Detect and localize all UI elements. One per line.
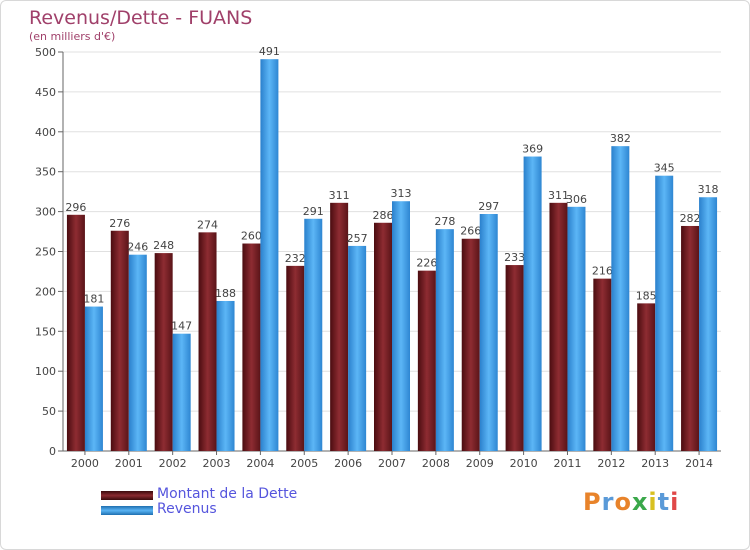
chart-title: Revenus/Dette - FUANS xyxy=(29,7,253,29)
data-label-revenue: 246 xyxy=(127,241,148,254)
x-tick-label: 2000 xyxy=(71,457,99,470)
data-label-debt: 260 xyxy=(241,230,262,243)
y-tick-label: 350 xyxy=(35,166,56,179)
bar-debt xyxy=(374,222,392,451)
bar-revenue xyxy=(435,229,454,451)
data-label-revenue: 291 xyxy=(303,205,324,218)
bar-revenue xyxy=(348,245,367,451)
y-tick-label: 500 xyxy=(35,46,56,59)
bar-revenue xyxy=(479,213,498,451)
legend-swatch-revenue xyxy=(101,506,153,515)
data-label-revenue: 491 xyxy=(259,45,280,58)
legend-label-revenue: Revenus xyxy=(157,501,217,517)
data-label-debt: 274 xyxy=(197,218,218,231)
bar-debt xyxy=(66,214,85,451)
data-label-revenue: 147 xyxy=(171,320,192,333)
x-tick-label: 2011 xyxy=(553,457,581,470)
data-label-debt: 185 xyxy=(636,289,657,302)
bar-revenue xyxy=(699,197,718,451)
y-tick-label: 250 xyxy=(35,246,56,259)
chart-subtitle: (en milliers d'€) xyxy=(29,30,116,43)
bar-revenue xyxy=(260,59,279,451)
data-label-debt: 232 xyxy=(285,252,306,265)
bar-debt xyxy=(242,243,261,451)
legend-label-debt: Montant de la Dette xyxy=(157,486,298,502)
bar-debt xyxy=(505,265,524,451)
data-label-debt: 276 xyxy=(109,217,130,230)
bar-revenue xyxy=(523,156,542,451)
bar-debt xyxy=(330,202,349,451)
legend-swatch-debt xyxy=(101,491,153,500)
bar-revenue xyxy=(128,254,147,451)
bar-debt xyxy=(417,270,436,451)
y-tick-label: 300 xyxy=(35,206,56,219)
bar-revenue xyxy=(567,206,586,451)
bar-revenue xyxy=(304,218,323,451)
bar-debt xyxy=(549,202,568,451)
data-label-revenue: 345 xyxy=(654,162,675,175)
proxiti-logo: Proxiti xyxy=(583,488,680,516)
data-label-debt: 311 xyxy=(548,189,569,202)
y-tick-label: 0 xyxy=(49,445,56,458)
bar-revenue xyxy=(392,201,410,451)
data-label-revenue: 188 xyxy=(215,287,236,300)
bar-debt xyxy=(110,230,129,451)
data-label-revenue: 313 xyxy=(391,187,412,200)
y-tick-label: 450 xyxy=(35,86,56,99)
bar-debt xyxy=(198,232,217,451)
data-label-debt: 282 xyxy=(680,212,701,225)
data-label-debt: 286 xyxy=(373,209,394,222)
data-label-revenue: 306 xyxy=(566,193,587,206)
x-tick-label: 2006 xyxy=(334,457,362,470)
data-label-debt: 216 xyxy=(592,265,613,278)
bar-revenue xyxy=(611,146,630,451)
data-label-debt: 226 xyxy=(416,257,437,270)
data-label-revenue: 257 xyxy=(347,232,368,245)
y-tick-label: 50 xyxy=(42,405,56,418)
data-label-debt: 233 xyxy=(504,251,525,264)
bar-revenue xyxy=(84,306,103,451)
y-tick-label: 200 xyxy=(35,285,56,298)
bar-debt xyxy=(461,238,480,451)
bar-debt xyxy=(637,303,656,451)
x-tick-label: 2002 xyxy=(159,457,187,470)
data-label-revenue: 382 xyxy=(610,132,631,145)
x-tick-label: 2013 xyxy=(641,457,669,470)
x-tick-label: 2004 xyxy=(246,457,274,470)
bar-revenue xyxy=(172,333,191,451)
data-label-debt: 296 xyxy=(65,201,86,214)
x-tick-label: 2003 xyxy=(203,457,231,470)
x-tick-label: 2001 xyxy=(115,457,143,470)
x-tick-label: 2007 xyxy=(378,457,406,470)
bar-revenue xyxy=(655,175,674,451)
x-tick-label: 2008 xyxy=(422,457,450,470)
data-label-revenue: 318 xyxy=(698,183,719,196)
x-tick-label: 2012 xyxy=(597,457,625,470)
data-label-debt: 311 xyxy=(329,189,350,202)
y-tick-label: 400 xyxy=(35,126,56,139)
bar-debt xyxy=(154,253,173,451)
bar-revenue xyxy=(216,300,235,451)
bar-debt xyxy=(593,278,612,451)
x-tick-label: 2014 xyxy=(685,457,713,470)
x-tick-label: 2010 xyxy=(510,457,538,470)
bar-debt xyxy=(286,265,305,451)
data-label-revenue: 369 xyxy=(522,143,543,156)
y-tick-label: 150 xyxy=(35,325,56,338)
bar-debt xyxy=(681,225,700,451)
y-tick-label: 100 xyxy=(35,365,56,378)
x-tick-label: 2005 xyxy=(290,457,318,470)
data-label-revenue: 278 xyxy=(434,215,455,228)
x-tick-label: 2009 xyxy=(466,457,494,470)
data-label-revenue: 181 xyxy=(83,293,104,306)
data-label-revenue: 297 xyxy=(478,200,499,213)
data-label-debt: 266 xyxy=(460,225,481,238)
data-label-debt: 248 xyxy=(153,239,174,252)
